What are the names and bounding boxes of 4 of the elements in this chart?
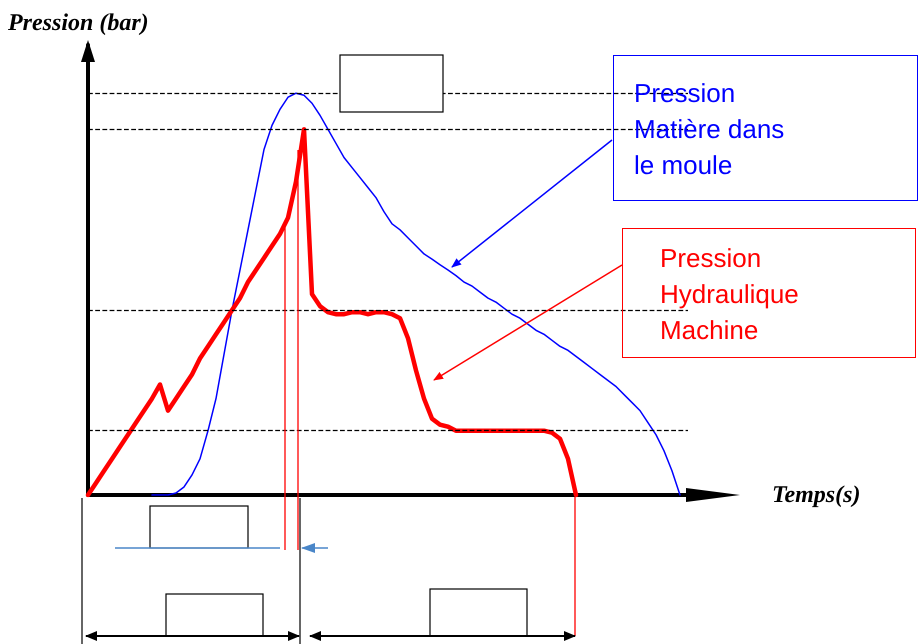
x-axis-title: Temps(s) [772, 482, 860, 509]
y-axis-title: Pression (bar) [8, 10, 149, 37]
text: Pression Matière dans le moule [634, 77, 786, 182]
text: Pression Hydraulique Machine [660, 242, 800, 347]
